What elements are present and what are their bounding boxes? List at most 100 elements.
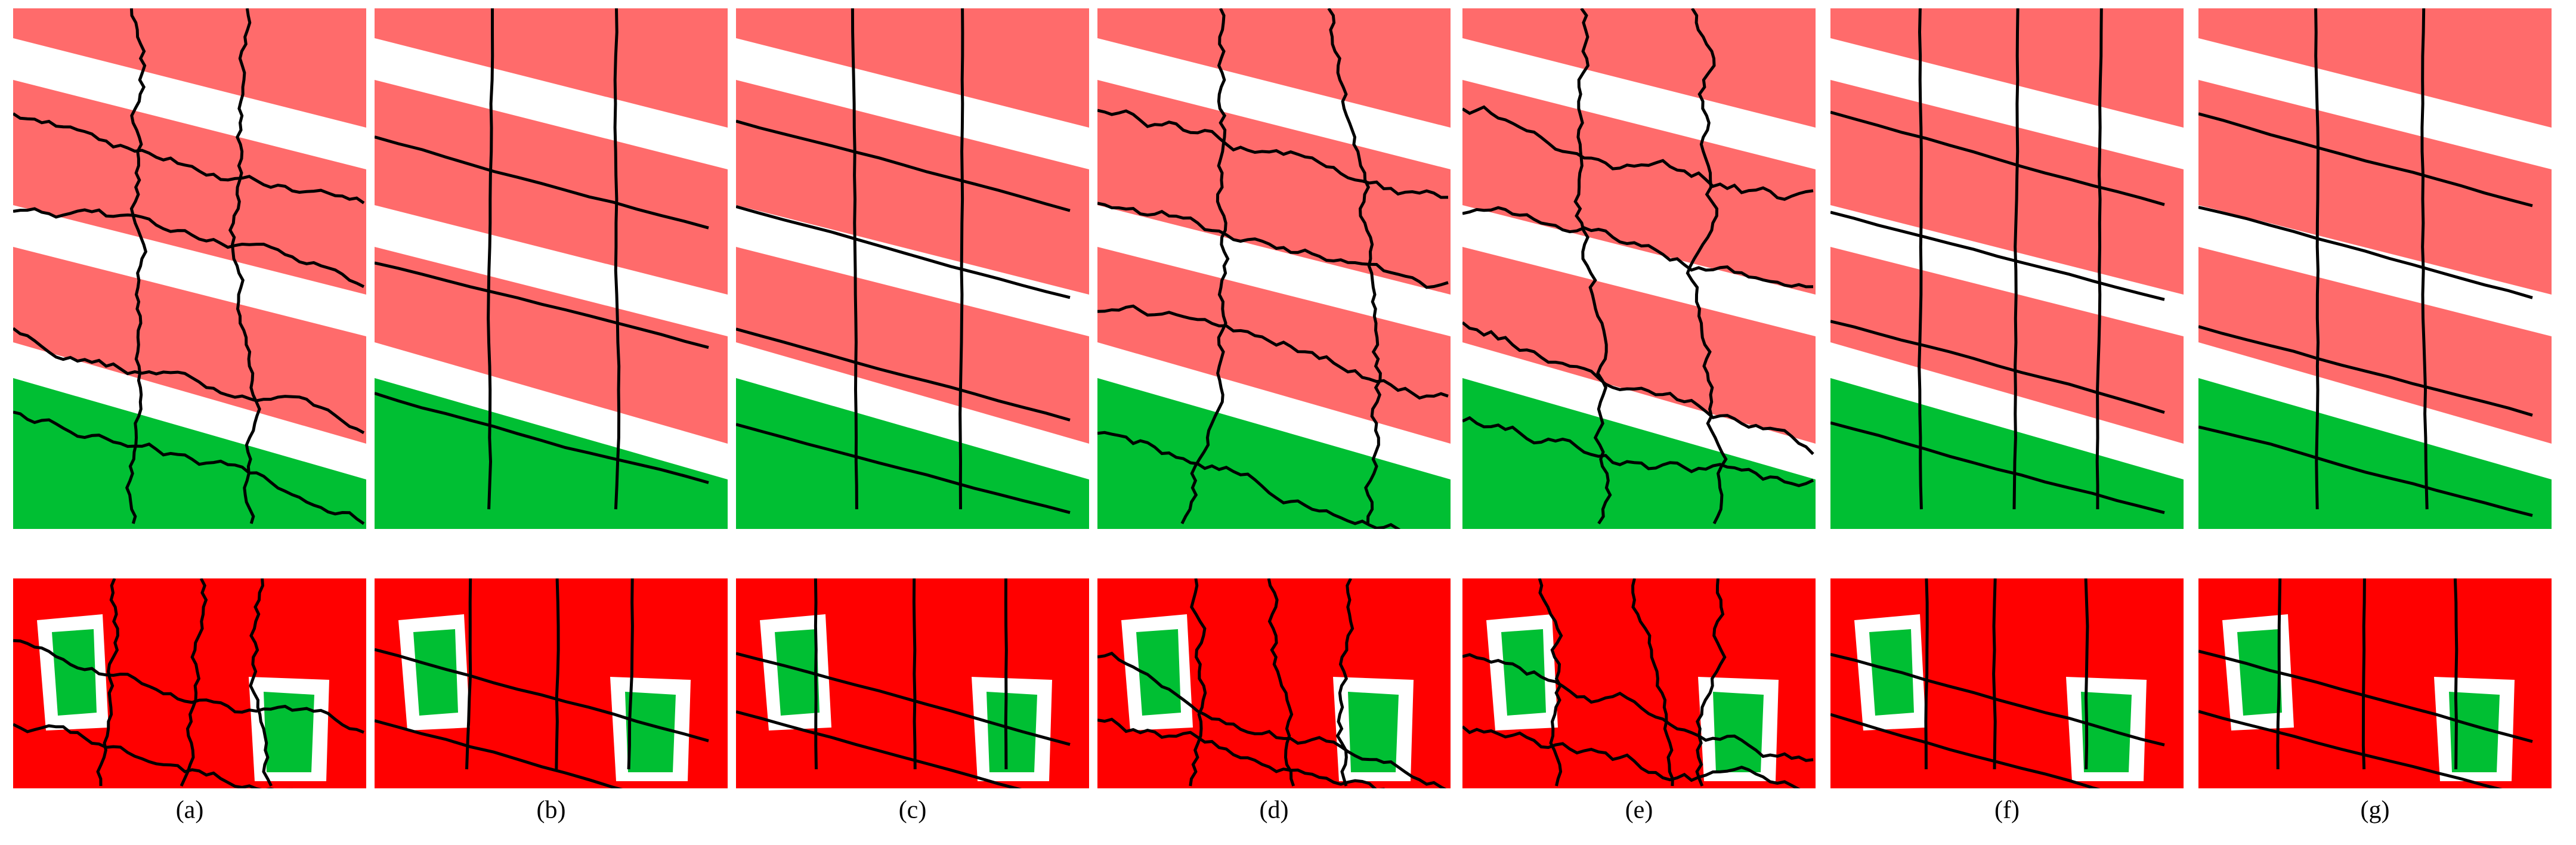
boundary [2314,8,2320,510]
boundary [1097,431,1401,529]
boundary [736,327,1071,422]
boundary [1830,421,2165,515]
top-panel [1462,8,1816,529]
boundary [2198,649,2533,743]
boundary [1573,8,1612,525]
boundary [1924,578,1929,770]
boundary [13,112,365,205]
panel-label: (c) [899,797,927,824]
boundary [736,205,1071,299]
boundary [2012,8,2020,510]
boundary [1462,321,1814,456]
boundary [1327,8,1382,524]
scene [1830,8,2184,529]
panel-label: (e) [1625,797,1653,824]
boundary [2453,578,2459,770]
top-panel [375,8,728,529]
top-panel [1830,8,2184,529]
scene [1462,8,1816,529]
boundary [2198,425,2533,517]
scene [2198,8,2552,529]
boundary [13,207,365,288]
scene [1830,578,2184,788]
boundary [613,8,621,510]
boundary [2198,206,2533,299]
boundary [375,719,623,788]
boundary [1180,8,1230,525]
top-panel [13,8,366,529]
scene [375,8,728,529]
boundary [13,639,364,734]
boundary [228,8,261,524]
boundary [375,648,709,742]
boundary [375,261,709,349]
boundary [1686,8,1728,525]
boundary [2361,578,2366,770]
boundary [1097,717,1385,788]
boundary [249,578,273,787]
bottom-panel [375,578,728,788]
bottom-panel [13,578,366,788]
boundary [736,119,1071,212]
boundary [375,392,709,484]
top-panel [736,8,1089,529]
top-panel [2198,8,2552,529]
boundary [1918,8,1923,510]
boundary [1462,416,1814,488]
boundary [1830,320,2165,414]
boundary [1097,202,1449,289]
boundary [13,410,365,525]
boundary [912,578,917,770]
boundary [1830,652,2165,747]
bottom-panel [2198,578,2552,788]
panel-label: (g) [2361,797,2390,824]
scene [13,8,366,529]
boundary [125,8,148,524]
boundary [465,578,472,770]
scene [736,8,1089,529]
bottom-panel [1830,578,2184,788]
boundary [736,710,1022,788]
scene [1097,8,1451,529]
boundary [180,578,208,787]
panel-label: (b) [537,797,566,824]
boundary [1097,651,1447,788]
boundary [2198,710,2503,788]
boundary [958,8,964,510]
scene [13,578,366,788]
boundary [2084,578,2089,770]
boundary [1189,578,1207,787]
boundary [2095,8,2103,510]
boundary [1462,105,1814,201]
boundary [1462,206,1814,289]
boundary [1830,211,2165,301]
bottom-panel [1462,578,1816,788]
boundary [851,8,858,510]
boundary [1097,304,1449,400]
boundary [96,578,119,787]
boundary [375,135,709,230]
scene [736,578,1089,788]
boundary [2198,112,2533,208]
boundary [1267,578,1295,787]
panel-label: (d) [1260,797,1289,824]
boundary [2420,8,2429,510]
boundary [1462,725,1801,788]
boundary [1631,578,1674,787]
boundary [627,578,634,770]
boundary [1695,578,1727,787]
boundary [1992,578,1997,770]
panel-label: (a) [176,797,204,824]
boundary [736,652,1071,746]
boundary [2198,325,2533,417]
boundary [1830,713,2101,788]
boundary [1462,653,1814,762]
boundary [1097,109,1449,199]
boundary [1830,110,2165,206]
boundary [736,423,1071,515]
boundary [13,327,365,434]
boundary [13,723,293,788]
bottom-panel [1097,578,1451,788]
